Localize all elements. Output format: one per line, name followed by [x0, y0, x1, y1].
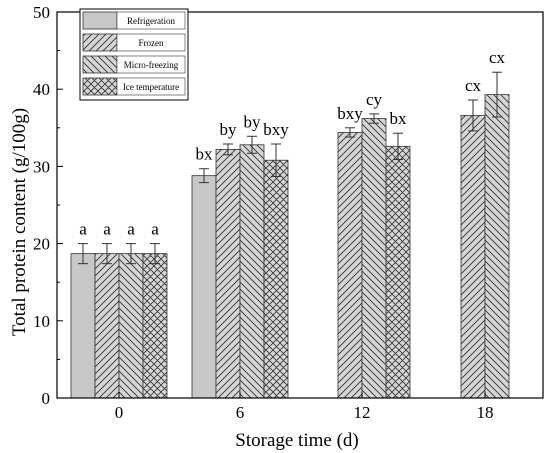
bar-ice-temperature-day-12 — [385, 145, 411, 399]
bar-micro-freezing-day-18 — [484, 94, 510, 399]
bar-micro-freezing-day-12 — [361, 118, 387, 399]
legend-label: Ice temperature — [123, 82, 179, 92]
legend-label-box — [116, 33, 186, 52]
y-tick-label: 40 — [33, 80, 50, 99]
significance-label: bxy — [337, 104, 363, 123]
significance-label: cx — [465, 76, 482, 95]
significance-label: bx — [196, 145, 214, 164]
significance-label: by — [244, 112, 262, 131]
bar-frozen-day-18 — [460, 115, 486, 399]
error-bar-frozen-day-18 — [468, 99, 478, 132]
error-bar-ice-temperature-day-6 — [271, 143, 281, 177]
legend-label-box — [116, 55, 186, 74]
error-bar-micro-freezing-day-0 — [126, 243, 136, 265]
axes-layer: 0 10 20 30 40 50 0 6 12 18 — [33, 3, 544, 422]
bar-frozen-day-12 — [337, 132, 363, 399]
bar-frozen-day-0 — [94, 253, 120, 399]
bar-frozen-day-6 — [215, 149, 241, 399]
legend-swatch — [82, 55, 118, 74]
y-tick-label: 0 — [42, 389, 51, 408]
y-tick-label: 50 — [33, 3, 50, 22]
error-bars-layer — [78, 71, 502, 265]
error-bar-refrigeration-day-0 — [78, 243, 88, 265]
x-axis-title: Storage time (d) — [235, 430, 358, 451]
y-tick-label: 20 — [33, 235, 50, 254]
bar-ice-temperature-day-6 — [263, 159, 289, 399]
significance-label: by — [220, 120, 238, 139]
error-bar-frozen-day-0 — [102, 243, 112, 265]
legend-label: Micro-freezing — [124, 60, 179, 70]
legend-label-box — [116, 77, 186, 96]
bar-refrigeration-day-0 — [70, 253, 96, 399]
legend-swatch — [82, 11, 118, 30]
significance-label: a — [79, 220, 87, 239]
error-bar-micro-freezing-day-18 — [492, 71, 502, 118]
x-tick-label: 6 — [236, 403, 245, 422]
legend-label: Refrigeration — [127, 16, 175, 26]
significance-label: bx — [390, 109, 408, 128]
x-tick-label: 12 — [354, 403, 371, 422]
significance-label: cy — [366, 90, 383, 109]
significance-label: a — [151, 220, 159, 239]
bars-layer — [70, 94, 510, 399]
y-axis-title: Total protein content (g/100g) — [9, 108, 30, 336]
legend-swatch — [82, 33, 118, 52]
error-bar-refrigeration-day-6 — [199, 168, 209, 184]
legend: Refrigeration Frozen Micro-freezing Ice tem… — [79, 8, 189, 101]
error-bar-ice-temperature-day-12 — [393, 132, 403, 160]
significance-label: a — [127, 220, 135, 239]
y-tick-label: 10 — [33, 312, 50, 331]
error-bar-frozen-day-6 — [223, 143, 233, 156]
error-bar-frozen-day-12 — [345, 127, 355, 138]
legend-label-box — [116, 11, 186, 30]
bar-ice-temperature-day-0 — [142, 253, 168, 399]
legend-label: Frozen — [139, 38, 164, 48]
error-bar-micro-freezing-day-12 — [369, 113, 379, 124]
error-bar-micro-freezing-day-6 — [247, 135, 257, 154]
bar-micro-freezing-day-0 — [118, 253, 144, 399]
x-tick-label: 18 — [477, 403, 494, 422]
bar-refrigeration-day-6 — [191, 175, 217, 399]
significance-label: bxy — [263, 120, 289, 139]
error-bar-ice-temperature-day-0 — [150, 243, 160, 265]
y-tick-label: 30 — [33, 157, 50, 176]
significance-label: a — [103, 220, 111, 239]
bar-micro-freezing-day-6 — [239, 144, 265, 399]
legend-swatch — [82, 77, 118, 96]
x-tick-label: 0 — [115, 403, 124, 422]
significance-label: cx — [489, 48, 506, 67]
